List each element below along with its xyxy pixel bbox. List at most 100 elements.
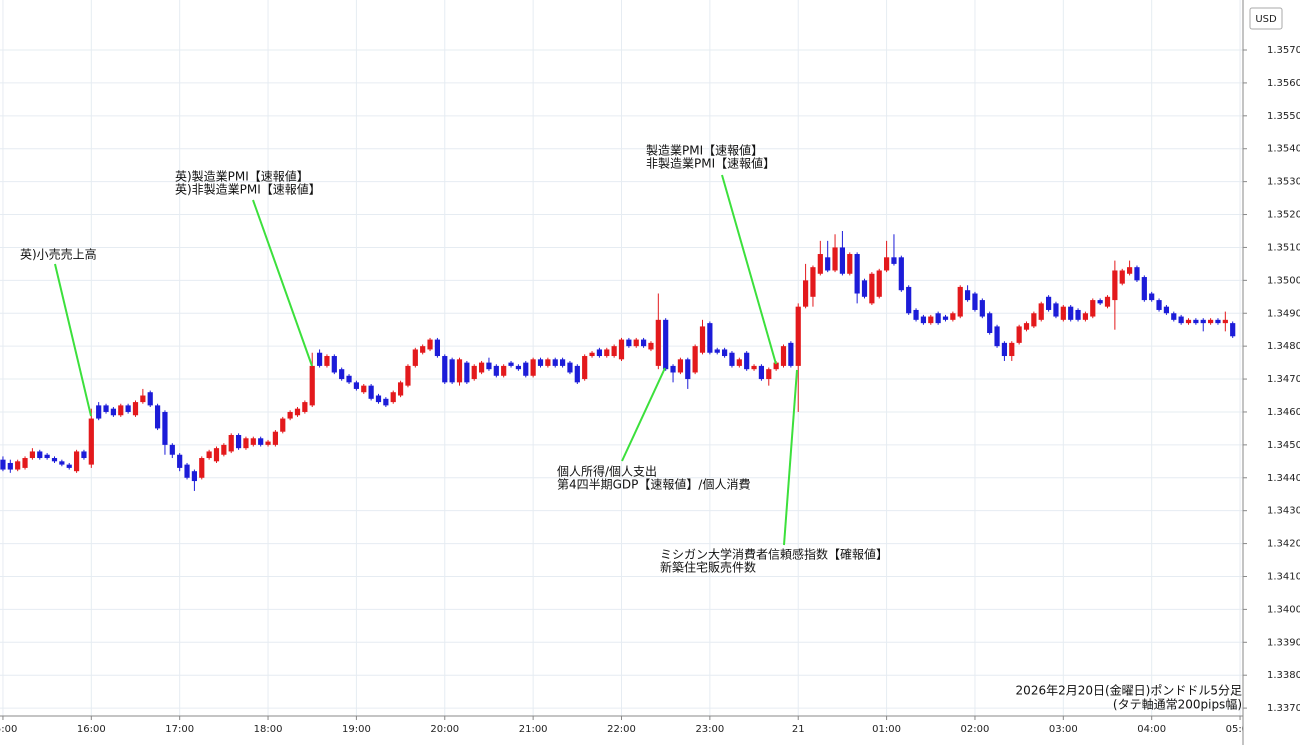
x-tick-label: 02:00 (961, 724, 990, 735)
candle-body (15, 461, 21, 470)
candle-body (456, 359, 463, 383)
candle-body (324, 356, 330, 366)
x-tick-label: 18:00 (254, 724, 283, 735)
y-tick-label: 1.34400 (1267, 473, 1300, 484)
candle-body (729, 352, 735, 366)
y-tick-label: 1.34800 (1267, 341, 1300, 352)
candle-body (478, 362, 485, 373)
candle-body (1222, 319, 1228, 324)
price-axis: 1.33700 1.33800 1.33900 1.34000 1.34100 1.342… (1243, 45, 1300, 714)
candle-body (810, 267, 816, 297)
candle-body (250, 438, 256, 445)
candle-body (110, 408, 117, 416)
candle-body (125, 405, 131, 412)
y-tick-label: 1.34900 (1267, 308, 1300, 319)
candle-body (942, 316, 949, 320)
x-tick-label: 21 (792, 724, 805, 735)
candle-body (854, 254, 860, 294)
candle-body (928, 316, 934, 324)
candle-body (346, 375, 352, 383)
candle-body (537, 359, 544, 366)
y-tick-label: 1.34000 (1267, 604, 1300, 615)
candle-body (1016, 326, 1022, 343)
candle-body (847, 254, 853, 274)
candle-body (530, 359, 536, 376)
candle-body (331, 356, 337, 373)
candle-body (412, 349, 418, 366)
candle-body (714, 349, 720, 353)
candle-body (1075, 309, 1081, 320)
candle-body (1090, 300, 1096, 317)
candle-body (434, 339, 441, 357)
candle-body (1045, 296, 1052, 310)
candle-body (802, 280, 809, 307)
candle-body (685, 359, 691, 380)
candle-body (302, 402, 308, 412)
candle-body (582, 356, 588, 380)
candle-body (736, 359, 742, 366)
candle-body (604, 349, 610, 357)
candle-body (140, 395, 146, 403)
candle-body (994, 326, 1000, 347)
note: 2026年2月20日(金曜日)ポンドドル5分足 (1016, 683, 1242, 698)
candle-body (611, 346, 617, 357)
candle-body (1193, 319, 1199, 324)
annotation-text: 非製造業PMI【速報値】 (646, 156, 775, 171)
candle-body (515, 365, 522, 370)
candle-body (442, 356, 448, 383)
candle-body (950, 313, 956, 320)
candle-body (272, 431, 279, 445)
candle-body (486, 362, 492, 370)
candle-body (1200, 319, 1206, 324)
candle-body (906, 286, 912, 314)
x-tick-label: 20:00 (430, 724, 459, 735)
candle-body (559, 359, 566, 366)
candle-body (618, 339, 625, 360)
candle-body (1178, 316, 1184, 324)
candle-body (383, 398, 389, 406)
candle-body (596, 349, 603, 357)
x-tick-label: 23:00 (695, 724, 724, 735)
candle-body (677, 359, 684, 373)
candle-body (640, 339, 647, 347)
note: (タテ軸通常200pips幅) (1113, 697, 1242, 712)
candle-body (957, 286, 963, 317)
annotation-text: 英)製造業PMI【速報値】 (175, 169, 309, 184)
candle-body (1141, 277, 1147, 301)
candle-body (37, 451, 43, 459)
candle-body (243, 438, 249, 449)
candle-body (817, 254, 823, 274)
x-tick-label: 22:00 (607, 724, 636, 735)
candle-body (59, 461, 65, 465)
candle-body (73, 451, 80, 472)
candle-body (1031, 313, 1037, 327)
x-tick-label: 19:00 (342, 724, 371, 735)
candle-body (1185, 319, 1192, 324)
candle-body (361, 385, 367, 393)
candle-body (206, 451, 212, 459)
candle-body (103, 405, 109, 412)
candle-body (88, 418, 94, 465)
candle-body (1009, 342, 1015, 357)
candle-body (390, 392, 396, 403)
y-tick-label: 1.33700 (1267, 703, 1300, 714)
candle-body (353, 382, 360, 389)
candle-body (0, 459, 6, 470)
candle-body (979, 300, 985, 317)
candle-body (964, 290, 971, 301)
annotation-line (54, 263, 92, 417)
candle-body (861, 280, 868, 297)
candle-body (191, 471, 198, 482)
candle-body (1171, 313, 1177, 320)
candle-body (883, 257, 890, 271)
candle-body (81, 451, 87, 459)
x-tick-label: 04:00 (1137, 724, 1166, 735)
candle-body (1126, 267, 1133, 274)
candle-body (118, 405, 124, 416)
annotation-text: 英)小売売上高 (20, 247, 97, 262)
candle-body (228, 434, 234, 452)
y-tick-label: 1.34200 (1267, 539, 1300, 550)
candle-body (1215, 319, 1221, 324)
candle-body (464, 362, 470, 383)
